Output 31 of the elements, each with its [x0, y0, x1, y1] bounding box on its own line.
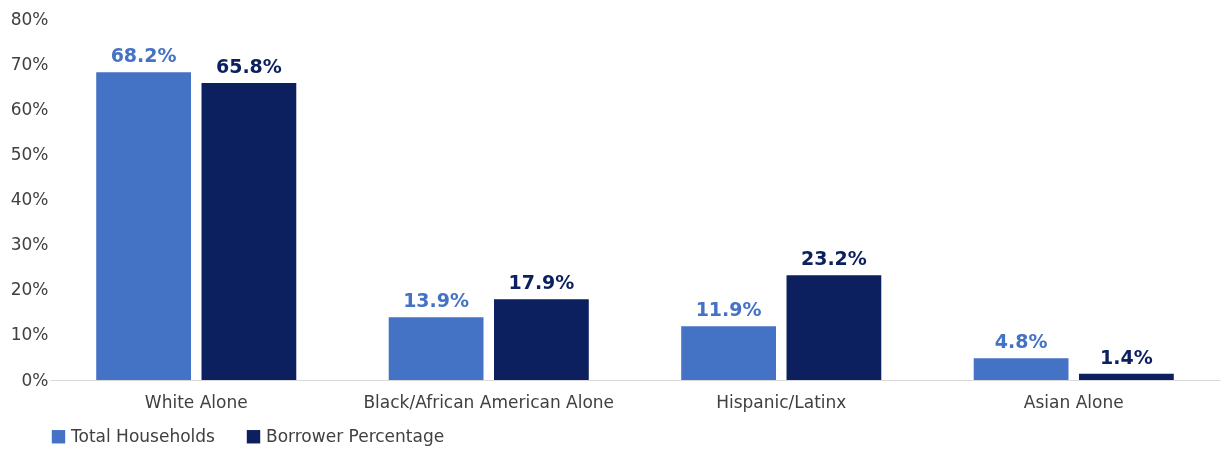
bar	[1079, 373, 1174, 380]
data-label: 4.8%	[994, 330, 1048, 353]
data-label: 1.4%	[1100, 345, 1153, 368]
x-tick-label: White Alone	[144, 391, 248, 412]
y-tick-label: 40%	[10, 189, 49, 209]
x-tick-label: Asian Alone	[1023, 391, 1124, 412]
y-tick-label: 20%	[10, 279, 49, 300]
data-label: 11.9%	[695, 298, 762, 321]
data-label: 23.2%	[800, 247, 867, 270]
y-tick-label: 30%	[10, 234, 49, 255]
data-label: 13.9%	[403, 289, 470, 312]
y-tick-label: 70%	[10, 53, 49, 74]
y-tick-label: 50%	[10, 143, 49, 164]
y-tick-label: 10%	[10, 324, 49, 345]
y-tick-label: 0%	[21, 369, 49, 390]
x-tick-label: Hispanic/Latinx	[716, 391, 847, 412]
y-tick-label: 60%	[10, 98, 49, 119]
data-label: 65.8%	[215, 55, 282, 78]
bar	[786, 275, 882, 380]
legend-label: Borrower Percentage	[266, 425, 445, 446]
x-tick-label: Black/African American Alone	[363, 391, 615, 412]
bar	[681, 326, 776, 380]
y-tick-label: 80%	[10, 8, 49, 29]
legend-label: Total Households	[70, 425, 216, 446]
data-label: 17.9%	[508, 271, 575, 294]
bar	[973, 358, 1069, 380]
bar	[494, 299, 589, 380]
data-label: 68.2%	[110, 44, 177, 67]
bar	[201, 83, 297, 380]
bar	[388, 317, 484, 380]
bar	[96, 72, 191, 380]
